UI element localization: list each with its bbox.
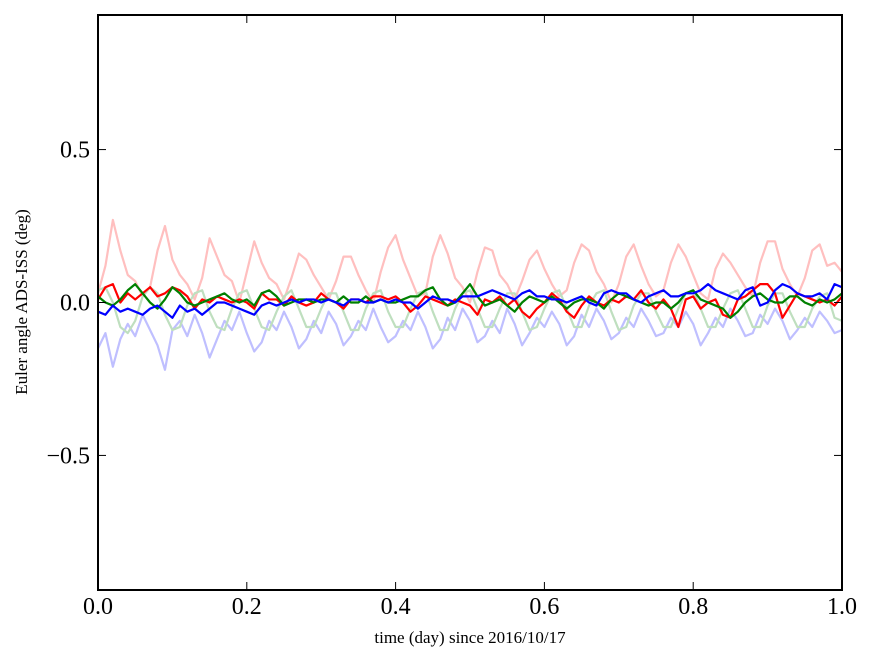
- ticks-layer: 0.0 0.2 0.4 0.6 0.8 1.0 −0.5 0.0 0.5: [46, 15, 857, 620]
- x-tick-label: 0.6: [529, 594, 559, 620]
- x-tick-label: 0.2: [232, 594, 262, 620]
- y-axis-label: Euler angle ADS-ISS (deg): [12, 209, 31, 395]
- x-tick-label: 1.0: [827, 594, 857, 620]
- x-axis-label: time (day) since 2016/10/17: [374, 628, 566, 647]
- x-tick-label: 0.0: [83, 594, 113, 620]
- y-tick-label: −0.5: [46, 443, 90, 469]
- x-tick-label: 0.4: [381, 594, 411, 620]
- series-layer: [96, 218, 843, 371]
- series-line-3: [97, 283, 843, 329]
- series-line-2: [97, 286, 843, 335]
- y-tick-label: 0.5: [60, 138, 90, 164]
- x-tick-label: 0.8: [678, 594, 708, 620]
- series-line-0: [96, 218, 843, 304]
- y-tick-label: 0.0: [60, 291, 90, 317]
- series-line-4: [97, 283, 843, 319]
- series-line-5: [97, 283, 843, 319]
